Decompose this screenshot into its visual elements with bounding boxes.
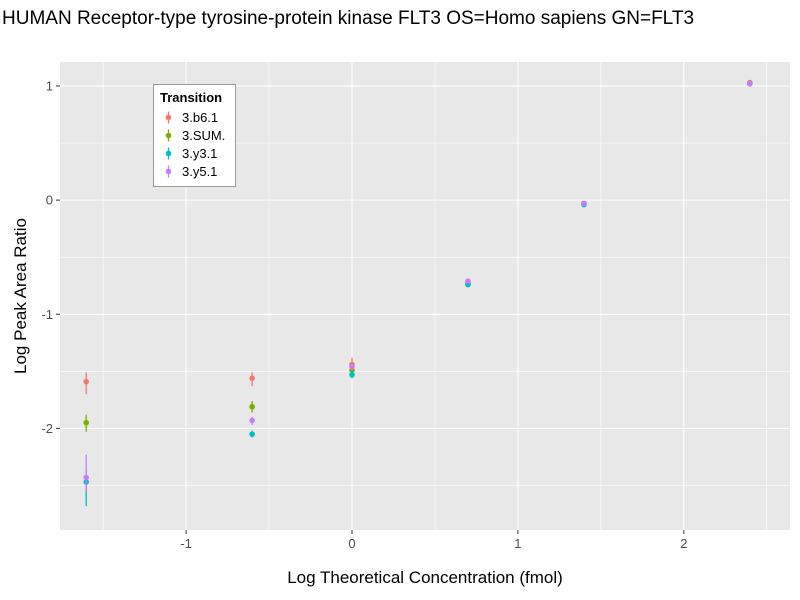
x-axis-title: Log Theoretical Concentration (fmol) bbox=[287, 568, 563, 587]
legend-item-3.y3.1: 3.y3.1 bbox=[160, 144, 225, 162]
legend-key-icon bbox=[165, 111, 172, 123]
legend: Transition 3.b6.1 3.SUM. 3.y3.1 3.y5.1 bbox=[153, 84, 237, 187]
legend-items: 3.b6.1 3.SUM. 3.y3.1 3.y5.1 bbox=[160, 108, 225, 180]
data-point bbox=[349, 371, 355, 378]
legend-item-label: 3.SUM. bbox=[182, 127, 226, 143]
legend-item-label: 3.y5.1 bbox=[182, 163, 218, 179]
data-point bbox=[83, 378, 90, 385]
legend-item-3.y5.1: 3.y5.1 bbox=[160, 162, 225, 180]
x-tick-label: 1 bbox=[514, 536, 521, 551]
y-tick-label: 0 bbox=[46, 193, 53, 208]
y-tick-label: 1 bbox=[46, 78, 53, 93]
legend-key-icon bbox=[165, 165, 172, 177]
data-point bbox=[465, 278, 471, 284]
legend-item-label: 3.y3.1 bbox=[182, 145, 218, 161]
legend-item-3.SUM.: 3.SUM. bbox=[160, 126, 225, 144]
x-tick-label: 2 bbox=[680, 536, 687, 551]
data-point bbox=[747, 80, 753, 87]
y-tick-label: -1 bbox=[41, 307, 53, 322]
legend-title: Transition bbox=[160, 90, 223, 105]
data-point bbox=[581, 200, 587, 207]
data-point bbox=[249, 431, 255, 437]
y-tick-label: -2 bbox=[41, 421, 53, 436]
legend-item-label: 3.b6.1 bbox=[182, 109, 219, 125]
chart-title: HUMAN Receptor-type tyrosine-protein kin… bbox=[2, 8, 695, 29]
data-point bbox=[83, 474, 90, 481]
x-tick-label: 0 bbox=[348, 536, 355, 551]
data-point bbox=[83, 419, 90, 426]
x-tick-label: -1 bbox=[180, 536, 192, 551]
data-point bbox=[249, 375, 255, 381]
data-point bbox=[249, 403, 255, 410]
legend-key-icon bbox=[165, 129, 172, 141]
data-point bbox=[349, 363, 355, 370]
data-point bbox=[249, 417, 255, 424]
series-3.y5.1 bbox=[83, 80, 753, 492]
legend-item-3.b6.1: 3.b6.1 bbox=[160, 108, 225, 126]
legend-key-icon bbox=[165, 147, 172, 159]
